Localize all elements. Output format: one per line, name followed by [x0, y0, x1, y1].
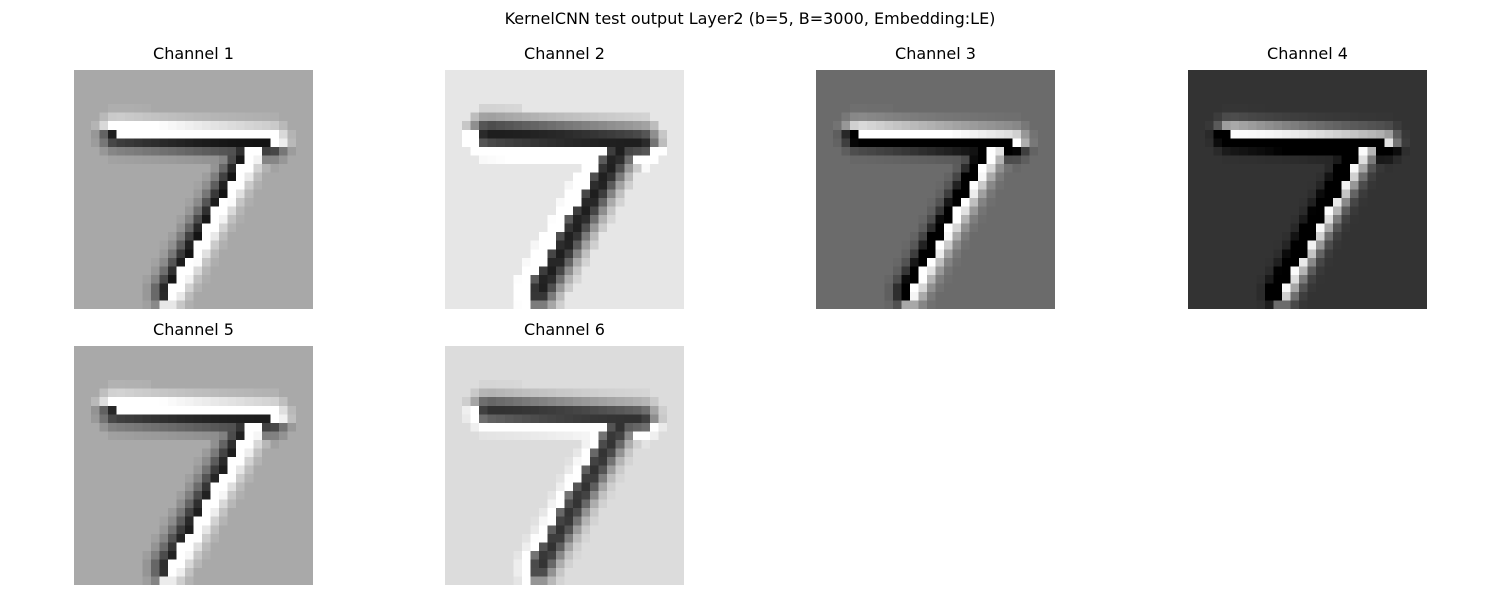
channel-6-title: Channel 6: [524, 320, 605, 339]
figure-title: KernelCNN test output Layer2 (b=5, B=300…: [504, 9, 996, 28]
channel-panel-2: Channel 2: [445, 44, 684, 309]
channel-4-title: Channel 4: [1267, 44, 1348, 63]
channel-2-image: [445, 70, 684, 309]
channel-panel-6: Channel 6: [445, 320, 684, 585]
channel-1-title: Channel 1: [153, 44, 234, 63]
channel-5-title: Channel 5: [153, 320, 234, 339]
channel-5-image: [74, 346, 313, 585]
channel-2-title: Channel 2: [524, 44, 605, 63]
channel-panel-3: Channel 3: [816, 44, 1055, 309]
channel-3-image: [816, 70, 1055, 309]
channel-panel-5: Channel 5: [74, 320, 313, 585]
channel-panel-4: Channel 4: [1188, 44, 1427, 309]
channel-4-image: [1188, 70, 1427, 309]
channel-1-image: [74, 70, 313, 309]
channel-6-image: [445, 346, 684, 585]
channel-panel-1: Channel 1: [74, 44, 313, 309]
channel-3-title: Channel 3: [895, 44, 976, 63]
